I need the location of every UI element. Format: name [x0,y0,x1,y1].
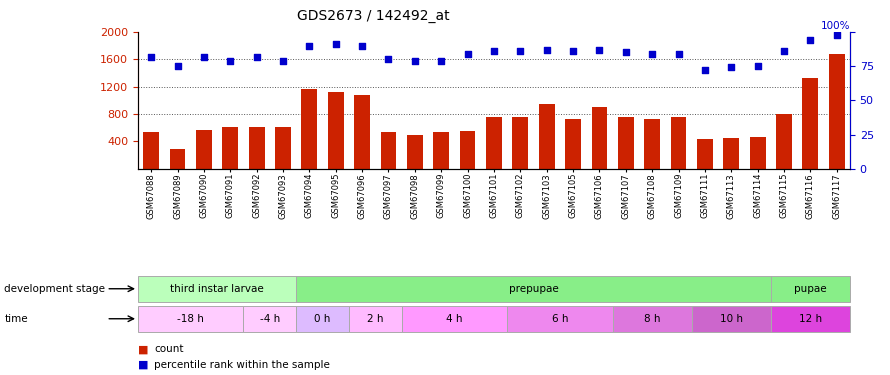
Bar [803,78,818,169]
Bar [459,132,475,169]
Text: time: time [4,314,28,324]
Point [408,58,422,64]
Bar [513,117,529,169]
Text: pupae: pupae [794,284,827,294]
Point [829,32,844,38]
Text: third instar larvae: third instar larvae [170,284,264,294]
Text: ■: ■ [138,344,149,354]
Text: -4 h: -4 h [260,314,280,324]
Point [487,48,501,54]
Text: GDS2673 / 142492_at: GDS2673 / 142492_at [297,9,450,23]
Bar [671,117,686,169]
Bar [138,306,244,332]
Point [698,67,712,73]
Point [645,51,659,57]
Bar [749,137,765,169]
Bar [644,120,660,169]
Text: 8 h: 8 h [644,314,660,324]
Bar [143,132,159,169]
Point [619,50,633,55]
Bar [618,117,634,169]
Point [170,63,184,69]
Text: 12 h: 12 h [799,314,822,324]
Bar [692,306,771,332]
Bar [328,92,344,169]
Point [303,43,317,49]
Point [804,37,818,43]
Text: 6 h: 6 h [552,314,568,324]
Bar [302,89,317,169]
Bar [138,276,296,302]
Bar [248,127,264,169]
Text: 100%: 100% [821,21,850,30]
Bar [196,130,212,169]
Point [355,43,369,49]
Bar [354,95,370,169]
Point [144,54,158,60]
Text: 4 h: 4 h [446,314,463,324]
Text: -18 h: -18 h [177,314,204,324]
Bar [697,139,713,169]
Point [434,58,449,64]
Point [328,41,343,47]
Point [724,64,739,70]
Bar [296,306,349,332]
Text: 10 h: 10 h [720,314,743,324]
Point [197,54,211,60]
Point [671,51,685,57]
Text: development stage: development stage [4,284,105,294]
Point [223,58,238,64]
Bar [724,138,740,169]
Bar [507,306,612,332]
Bar [170,148,185,169]
Text: ■: ■ [138,360,149,369]
Text: prepupae: prepupae [508,284,558,294]
Bar [776,114,792,169]
Point [539,46,554,53]
Point [249,54,263,60]
Bar [349,306,401,332]
Point [593,46,607,53]
Point [566,48,580,54]
Bar [829,54,845,169]
Bar [381,132,396,169]
Bar [433,132,449,169]
Point [381,56,395,62]
Bar [407,135,423,169]
Point [460,51,474,57]
Text: 0 h: 0 h [314,314,331,324]
Bar [592,107,607,169]
Point [276,58,290,64]
Bar [244,306,296,332]
Bar [771,276,850,302]
Text: percentile rank within the sample: percentile rank within the sample [154,360,330,369]
Bar [222,127,239,169]
Bar [565,120,581,169]
Text: count: count [154,344,183,354]
Bar [296,276,771,302]
Bar [612,306,692,332]
Point [777,48,791,54]
Text: 2 h: 2 h [367,314,384,324]
Point [514,48,528,54]
Bar [275,127,291,169]
Bar [486,117,502,169]
Bar [401,306,507,332]
Bar [771,306,850,332]
Point [750,63,765,69]
Bar [538,104,554,169]
